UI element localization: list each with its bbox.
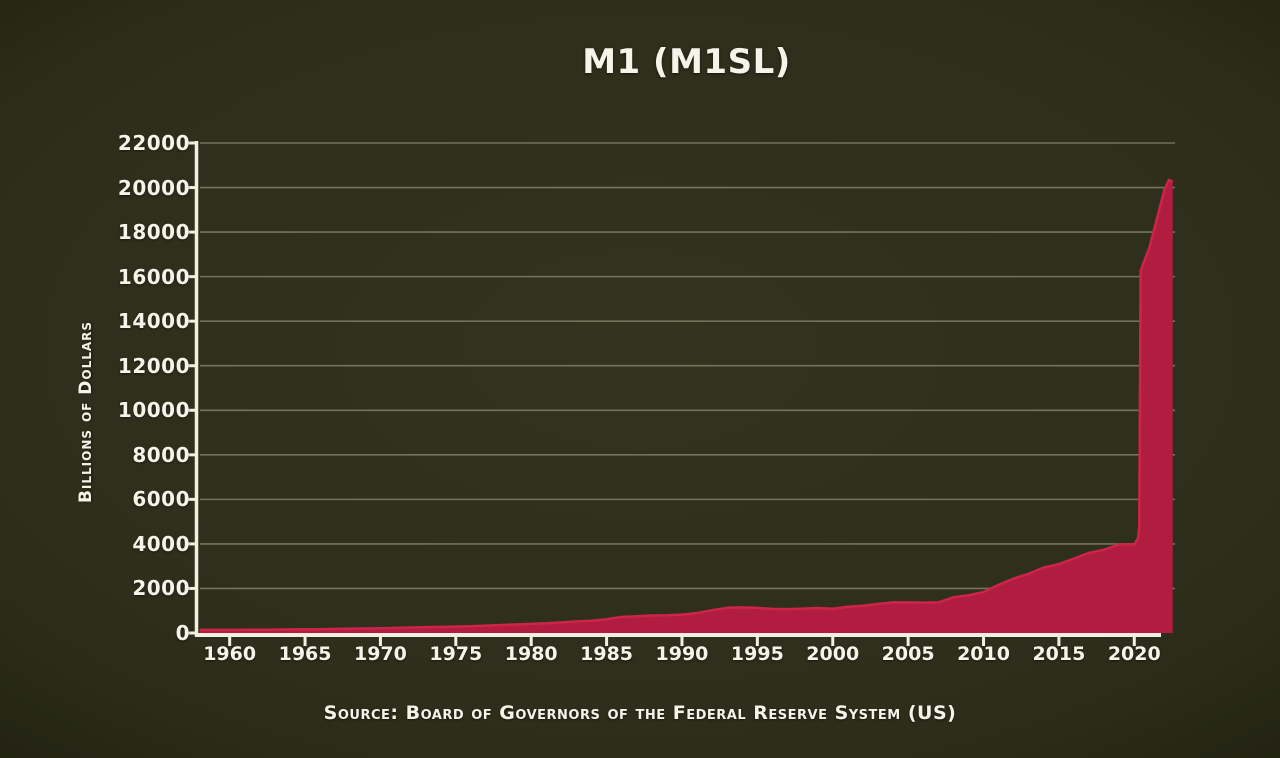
- x-tick-label: 2015: [1032, 643, 1086, 665]
- y-tick-label: 10000: [117, 398, 190, 423]
- y-tick-label: 16000: [117, 264, 190, 289]
- x-tick-label: 1965: [278, 643, 332, 665]
- y-tick-label: 22000: [117, 131, 190, 155]
- y-tick-label: 8000: [132, 442, 190, 467]
- y-tick-label: 4000: [132, 531, 190, 556]
- y-tick-label: 0: [175, 621, 190, 645]
- x-tick-label: 1990: [655, 643, 709, 665]
- m1-line-series: [199, 178, 1174, 632]
- x-tick-label: 1975: [429, 643, 483, 665]
- x-tick-label: 1960: [203, 643, 257, 665]
- m1-area-series: [199, 179, 1173, 634]
- x-tick-label: 1985: [580, 643, 634, 665]
- x-tick-label: 2000: [806, 643, 860, 665]
- x-tick-label: 2005: [881, 643, 935, 665]
- source-caption: Source: Board of Governors of the Federa…: [323, 702, 957, 724]
- x-tick-label: 2020: [1107, 643, 1161, 665]
- page-title: M1 (M1SL): [582, 42, 791, 82]
- x-tick-label: 1980: [504, 643, 558, 665]
- y-tick-label: 12000: [117, 353, 190, 378]
- y-tick-label: 18000: [117, 220, 190, 245]
- plot-area: [188, 141, 1175, 646]
- x-tick-label: 1995: [730, 643, 784, 665]
- y-tick-label: 20000: [117, 175, 190, 200]
- y-tick-label: 2000: [132, 576, 190, 601]
- x-tick-label: 1970: [353, 643, 407, 665]
- y-tick-label: 6000: [132, 487, 190, 512]
- x-tick-label: 2010: [957, 643, 1010, 665]
- y-tick-label: 14000: [117, 309, 190, 334]
